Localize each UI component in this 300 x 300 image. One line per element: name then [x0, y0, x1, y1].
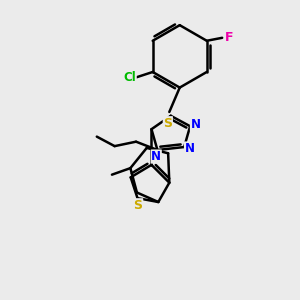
Text: N: N	[184, 142, 194, 155]
Text: S: S	[134, 199, 142, 212]
Text: S: S	[163, 117, 172, 130]
Text: F: F	[224, 31, 233, 44]
Text: N: N	[190, 118, 200, 131]
Text: Cl: Cl	[123, 71, 136, 84]
Text: N: N	[151, 150, 161, 163]
